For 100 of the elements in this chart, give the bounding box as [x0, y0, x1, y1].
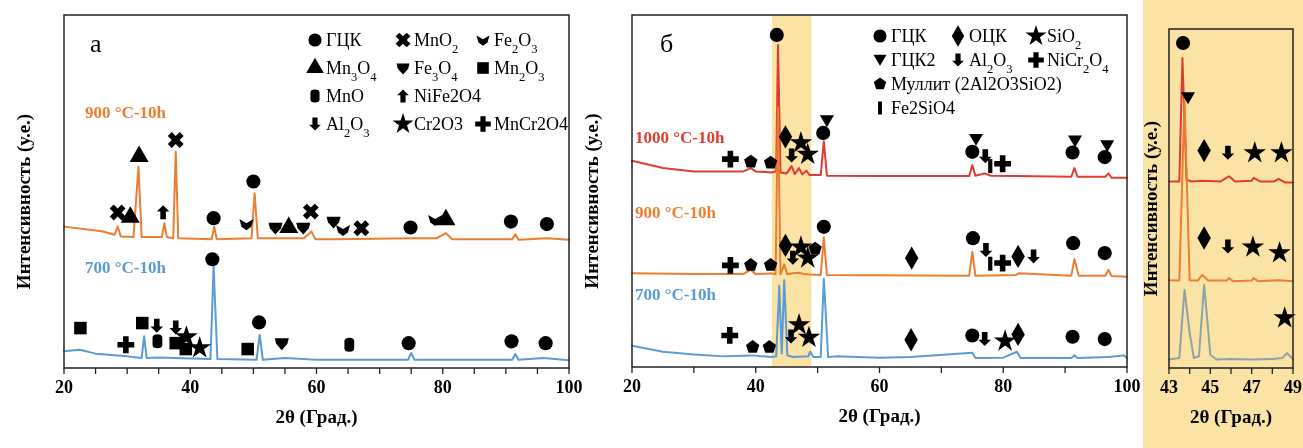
point [721, 256, 739, 274]
point [965, 328, 980, 343]
point [994, 254, 1012, 272]
x-tick-label: 20 [55, 377, 73, 397]
legend-label: Fe2SiO4 [891, 98, 956, 118]
legend-label: ОЦК [969, 26, 1008, 46]
x-tick-label: 47 [1242, 377, 1261, 397]
point [796, 142, 819, 165]
point [109, 204, 126, 221]
x-axis-title: 2θ (Град.) [838, 405, 921, 427]
point [156, 205, 170, 220]
point [175, 325, 198, 347]
point [746, 340, 760, 353]
point [206, 211, 221, 226]
point [268, 222, 283, 235]
point [1243, 141, 1267, 163]
legend-label: MnO$_{2}$ [414, 30, 459, 56]
legend-label: ГЦК [326, 30, 363, 50]
point [979, 149, 992, 164]
point [1027, 249, 1040, 264]
x-tick-label: 100 [555, 377, 583, 397]
text: 700 °C-10h [85, 258, 167, 277]
point [789, 235, 813, 257]
point [1065, 329, 1080, 344]
point [74, 321, 87, 335]
chart-title: б [660, 29, 674, 58]
point [784, 329, 798, 344]
point [816, 219, 831, 234]
x-tick-label: 20 [623, 376, 641, 396]
point [979, 243, 993, 258]
point [1097, 150, 1112, 165]
point [302, 203, 319, 220]
chart-title: а [90, 29, 102, 58]
point [969, 133, 984, 146]
x-tick-label: 40 [746, 376, 765, 396]
point [965, 144, 980, 159]
x-tick-label: 43 [1160, 377, 1178, 397]
point [797, 325, 821, 348]
point [504, 334, 519, 349]
point [344, 337, 355, 352]
point [117, 336, 135, 354]
point [246, 174, 261, 189]
point [808, 241, 822, 255]
point [785, 148, 798, 163]
point [1241, 235, 1265, 257]
x-axis-title: 2θ (Град.) [1189, 406, 1273, 428]
legend-label: ГЦК2 [891, 50, 936, 70]
point [1270, 141, 1293, 163]
legend-label: NiCr$_{2}$O$_{4}$ [1047, 50, 1110, 76]
point [816, 125, 831, 140]
x-tick-label: 40 [181, 377, 200, 397]
point [167, 132, 184, 148]
point [978, 332, 991, 347]
point [1268, 241, 1291, 263]
point [1221, 145, 1235, 160]
legend-label: NiFe2O4 [414, 86, 481, 106]
y-axis-title: Интенсивность (у.е.) [13, 113, 35, 290]
point [296, 222, 311, 235]
point [769, 27, 784, 42]
point [503, 214, 518, 229]
legend-label: Mn$_{2}$O$_{3}$ [494, 58, 545, 84]
point [721, 150, 739, 168]
point [136, 316, 149, 330]
point [763, 155, 778, 169]
point [1097, 332, 1112, 347]
point [819, 115, 834, 128]
point [762, 340, 777, 353]
y-axis-title: Интенсивность (у.е.) [581, 113, 603, 289]
point [205, 252, 220, 267]
point [1065, 145, 1080, 160]
x-tick-label: 60 [870, 376, 889, 396]
x-tick-label: 45 [1201, 377, 1220, 397]
legend-label: Mn$_{3}$O$_{4}$ [326, 58, 378, 84]
point [965, 231, 980, 246]
point [353, 220, 370, 237]
point [1097, 246, 1112, 261]
series-label: 900 °C-10h [85, 103, 167, 122]
point [150, 318, 164, 333]
point [336, 224, 351, 237]
legend-label: SiO$_{2}$ [1047, 26, 1082, 52]
point [1068, 135, 1083, 148]
y-axis-title: Интенсивность (у.е.) [1140, 120, 1162, 297]
legend-label: MnO [326, 86, 365, 106]
legend-label: MnCr2O4 [494, 114, 569, 134]
point [251, 315, 267, 330]
point [763, 258, 778, 271]
point [1181, 92, 1196, 105]
point [787, 313, 811, 335]
point [239, 218, 254, 231]
point [744, 258, 758, 271]
x-tick-label: 80 [433, 377, 452, 397]
legend-label: Муллит (2Al2O3SiO2) [891, 74, 1062, 95]
point [538, 336, 553, 351]
point [401, 336, 416, 351]
legend-label: Fe$_{3}$O$_{4}$ [414, 58, 459, 84]
legend-label: Cr2O3 [414, 114, 463, 134]
point [789, 131, 813, 153]
series-label: 1000 °C-10h [635, 128, 725, 147]
point [1100, 140, 1115, 153]
legend-label: Al$_{2}$O$_{3}$ [969, 50, 1013, 76]
